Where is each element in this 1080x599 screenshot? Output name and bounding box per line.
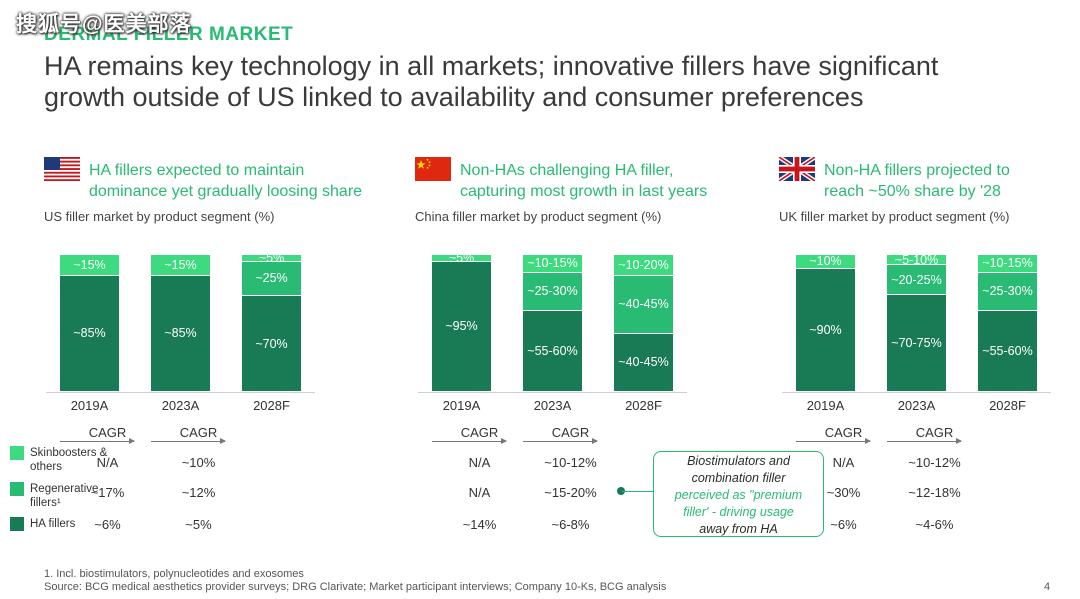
stacked-bar: ~40-45% ~40-45% ~10-20%	[614, 254, 673, 391]
cagr-value-ha: ~5%	[185, 517, 212, 532]
cagr-value-ha: ~6%	[830, 517, 857, 532]
x-tick-label: 2019A	[442, 398, 481, 413]
legend-swatch-ha	[10, 517, 24, 531]
chart-baseline	[782, 392, 1051, 393]
cagr-header: CAGR	[179, 425, 218, 440]
legend-label-ha: HA fillers	[30, 518, 76, 530]
uk-panel-title: Non-HA fillers projected to reach ~50% s…	[824, 162, 1010, 200]
bar-segment-ha: ~85%	[60, 275, 119, 391]
footnote: 1. Incl. biostimulators, polynucleotides…	[44, 568, 667, 593]
bar-segment-ha: ~70-75%	[887, 295, 946, 391]
cagr-value-skin: N/A	[832, 455, 855, 470]
x-tick-label: 2028F	[989, 398, 1026, 413]
bar-segment-ha: ~70%	[242, 296, 301, 391]
bar-segment-ha: ~90%	[796, 268, 855, 391]
cagr-value-skin: ~10%	[181, 455, 216, 470]
cagr-value-skin: ~10-12%	[908, 455, 961, 470]
stacked-bar: ~85% ~15%	[60, 254, 119, 391]
x-tick-label: 2019A	[806, 398, 845, 413]
x-tick-label: 2028F	[625, 398, 662, 413]
bar-segment-regen: ~25-30%	[978, 272, 1037, 311]
page-title: HA remains key technology in all markets…	[44, 51, 1044, 113]
us-panel-title: HA fillers expected to maintain dominanc…	[89, 162, 363, 200]
cagr-arrow-icon	[59, 438, 135, 444]
cagr-value-regen: N/A	[468, 485, 491, 500]
cagr-arrow-icon	[150, 438, 226, 444]
bar-segment-skin: ~10-15%	[523, 255, 582, 272]
bar-segment-skin: ~5%	[432, 251, 491, 265]
cagr-header: CAGR	[915, 425, 954, 440]
cagr-header: CAGR	[460, 425, 499, 440]
bar-segment-skin: ~10-20%	[614, 255, 673, 275]
chart-baseline	[46, 392, 315, 393]
cagr-arrow-icon	[795, 438, 871, 444]
legend-swatch-skinboosters	[10, 446, 24, 460]
callout-anchor-dot	[617, 487, 625, 495]
title-line-1: HA remains key technology in all markets…	[44, 51, 939, 81]
stacked-bar: ~70-75% ~20-25% ~5-10%	[887, 253, 946, 391]
bar-segment-skin: ~10-15%	[978, 255, 1037, 272]
bar-segment-regen: ~25-30%	[523, 272, 582, 311]
cagr-arrow-icon	[886, 438, 962, 444]
cagr-arrow-icon	[522, 438, 598, 444]
cagr-header: CAGR	[88, 425, 127, 440]
cagr-value-ha: ~4-6%	[915, 517, 954, 532]
cagr-value-ha: ~6%	[94, 517, 121, 532]
legend-swatch-regenerative	[10, 482, 24, 496]
cagr-header: CAGR	[824, 425, 863, 440]
bar-segment-ha: ~55-60%	[523, 311, 582, 391]
callout-box: Biostimulators and combination filler pe…	[653, 451, 824, 537]
stacked-bar: ~95% ~5%	[432, 251, 491, 391]
cagr-value-ha: ~14%	[462, 517, 497, 532]
x-tick-label: 2023A	[533, 398, 572, 413]
cagr-value-skin: ~10-12%	[544, 455, 597, 470]
cagr-arrow-icon	[431, 438, 507, 444]
legend-label-skinboosters: Skinboosters & others	[30, 447, 108, 473]
x-tick-label: 2019A	[70, 398, 109, 413]
bar-segment-regen: ~40-45%	[614, 275, 673, 333]
china-panel-title: Non-HAs challenging HA filler, capturing…	[460, 162, 708, 200]
bar-segment-skin: ~5%	[242, 251, 301, 265]
cagr-value-regen: ~30%	[826, 485, 861, 500]
bar-segment-regen: ~25%	[242, 261, 301, 296]
uk-flag-icon	[779, 157, 815, 181]
section-kicker: DERMAL FILLER MARKET	[44, 24, 294, 45]
x-tick-label: 2023A	[161, 398, 200, 413]
page-number: 4	[1044, 581, 1051, 593]
x-tick-label: 2023A	[897, 398, 936, 413]
cagr-header: CAGR	[551, 425, 590, 440]
cagr-value-regen: ~17%	[90, 485, 125, 500]
watermark: 搜狐号@医美部落	[16, 13, 192, 36]
stacked-bar: ~90% ~10%	[796, 254, 855, 391]
cagr-value-ha: ~6-8%	[551, 517, 590, 532]
cagr-value-regen: ~12-18%	[908, 485, 961, 500]
stacked-bar: ~70% ~25% ~5%	[242, 251, 301, 391]
legend-label-regenerative: Regenerative fillers¹	[30, 483, 99, 509]
stacked-bar: ~55-60% ~25-30% ~10-15%	[523, 254, 582, 391]
title-line-2: growth outside of US linked to availabil…	[44, 82, 864, 112]
bar-segment-ha: ~85%	[151, 275, 210, 391]
bar-segment-skin: ~5-10%	[887, 253, 946, 267]
uk-chart-subtitle: UK filler market by product segment (%)	[779, 209, 1010, 224]
bar-segment-regen: ~20-25%	[887, 265, 946, 295]
x-tick-label: 2028F	[253, 398, 290, 413]
us-flag-icon	[44, 157, 80, 181]
cagr-value-regen: ~12%	[181, 485, 216, 500]
bar-segment-ha: ~95%	[432, 261, 491, 391]
bar-segment-skin: ~15%	[60, 255, 119, 275]
china-chart-subtitle: China filler market by product segment (…	[415, 209, 662, 224]
bar-segment-skin: ~15%	[151, 255, 210, 275]
chart-baseline	[418, 392, 687, 393]
bar-segment-ha: ~40-45%	[614, 333, 673, 391]
callout-connector	[622, 491, 653, 492]
cagr-value-skin: N/A	[468, 455, 491, 470]
cagr-value-regen: ~15-20%	[544, 485, 597, 500]
bar-segment-ha: ~55-60%	[978, 311, 1037, 391]
china-flag-icon	[415, 157, 451, 181]
stacked-bar: ~55-60% ~25-30% ~10-15%	[978, 254, 1037, 391]
stacked-bar: ~85% ~15%	[151, 254, 210, 391]
bar-segment-skin: ~10%	[796, 254, 855, 268]
cagr-value-skin: N/A	[96, 455, 119, 470]
us-chart-subtitle: US filler market by product segment (%)	[44, 209, 275, 224]
